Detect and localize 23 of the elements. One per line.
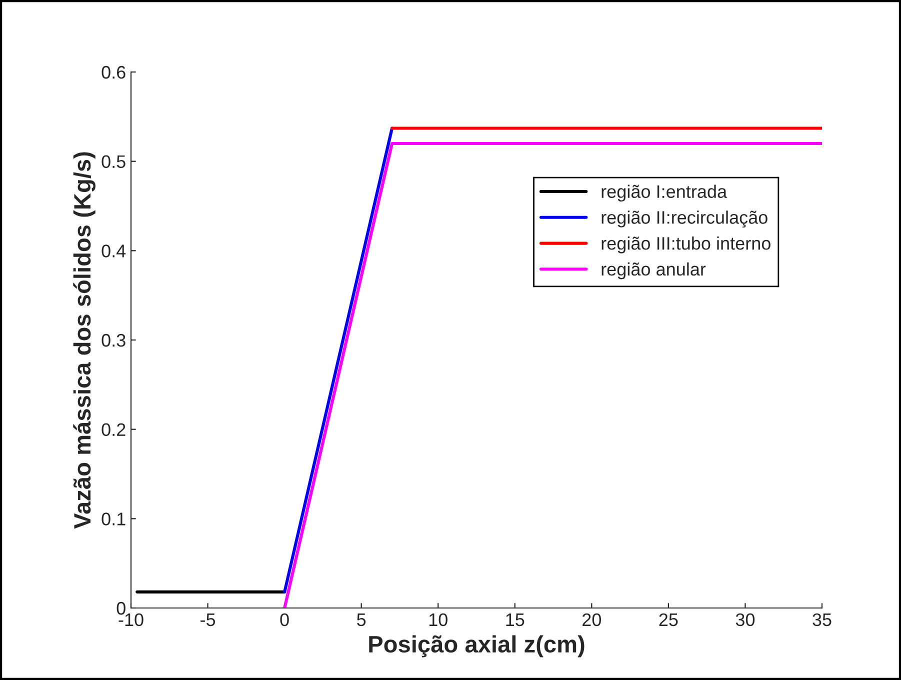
y-tick-label: 0.3 (102, 334, 126, 347)
legend-label: região anular (602, 262, 706, 280)
x-tick-label: 30 (736, 613, 755, 626)
y-axis-title: Vazão mássica dos sólidos (Kg/s) (73, 152, 96, 529)
y-tick-label: 0.5 (102, 155, 126, 168)
y-tick-label: 0.2 (102, 423, 126, 436)
legend-label: região II:recirculação (602, 210, 768, 228)
x-tick-label: 0 (280, 613, 289, 626)
x-axis-title: Posição axial z(cm) (369, 635, 584, 658)
x-tick-label: 25 (659, 613, 678, 626)
y-tick-label: 0.6 (102, 66, 126, 79)
x-tick-label: -5 (200, 614, 216, 626)
x-tick-label: -10 (118, 613, 144, 626)
y-tick-label: 0.1 (102, 512, 126, 526)
x-tick-label: 20 (582, 613, 602, 626)
x-tick-label: 10 (429, 613, 448, 626)
legend-label: região I:entrada (602, 184, 728, 202)
y-tick-label: 0.4 (102, 244, 126, 258)
x-tick-label: 35 (812, 613, 832, 626)
x-tick-label: 15 (506, 614, 524, 626)
legend-label: região III:tubo interno (602, 236, 770, 254)
x-tick-label: 5 (357, 614, 366, 626)
y-tick-label: 0 (116, 602, 126, 615)
